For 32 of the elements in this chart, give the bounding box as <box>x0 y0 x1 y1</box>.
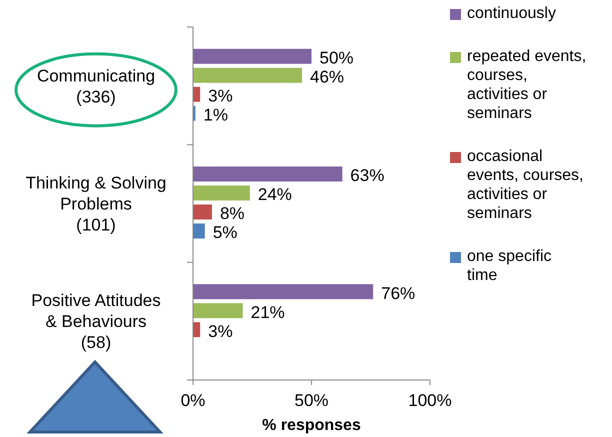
bar <box>193 284 374 300</box>
data-label: 8% <box>220 204 245 224</box>
y-tick-label: Thinking & Solving Problems (101) <box>26 173 166 234</box>
x-tick-label: 50% <box>294 391 329 410</box>
bar <box>193 48 312 64</box>
bar <box>193 186 250 200</box>
bar <box>193 322 200 338</box>
data-label: 1% <box>203 105 228 124</box>
data-label: 3% <box>208 322 233 341</box>
data-label: 46% <box>310 67 344 86</box>
bar <box>193 166 342 182</box>
legend-label: continuously <box>467 5 556 22</box>
legend-label: occasional events, courses, activities or seminars <box>467 148 584 222</box>
data-label: 63% <box>350 166 384 186</box>
legend-label: repeated events, courses, activities or seminars <box>467 48 586 122</box>
y-tick-label: Positive Attitudes & Behaviours (58) <box>31 291 161 352</box>
data-label: 24% <box>258 185 292 204</box>
data-label: 5% <box>212 223 238 242</box>
bar <box>193 68 302 83</box>
x-tick-label: 100% <box>408 391 452 410</box>
bar <box>193 204 212 220</box>
bar <box>193 86 200 102</box>
data-label: 21% <box>250 302 285 322</box>
data-label: 50% <box>320 48 354 68</box>
x-axis-title: % responses <box>262 417 361 434</box>
data-label: 3% <box>208 86 233 106</box>
legend-label: one specific time <box>467 248 552 284</box>
y-tick-label: Communicating (336) <box>36 66 156 106</box>
x-tick-label: 0% <box>180 391 206 410</box>
bar <box>193 303 243 318</box>
bar <box>193 224 205 238</box>
data-label: 76% <box>381 284 416 303</box>
